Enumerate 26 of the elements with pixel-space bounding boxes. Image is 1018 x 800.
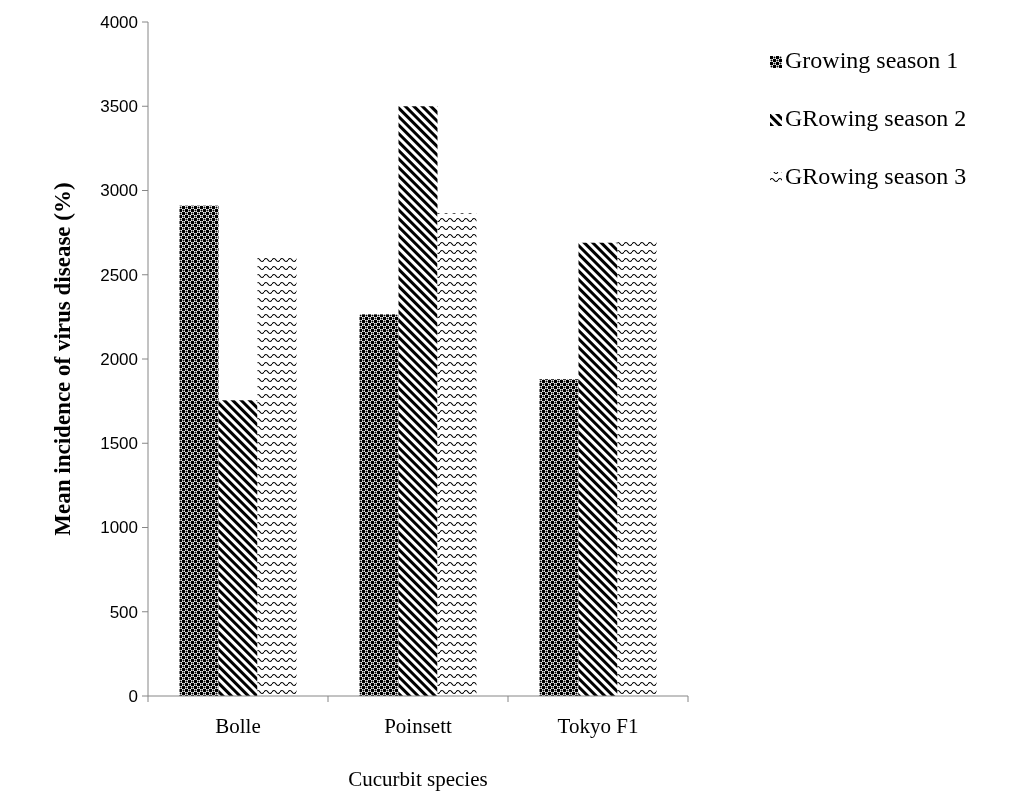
bar xyxy=(539,379,579,696)
bar xyxy=(617,239,657,696)
y-tick-label: 500 xyxy=(109,602,138,622)
bar xyxy=(179,205,219,696)
bar xyxy=(398,106,438,696)
legend-label: GRowing season 3 xyxy=(785,163,967,189)
y-tick-label: 1500 xyxy=(100,434,138,454)
y-tick-label: 1000 xyxy=(100,518,138,538)
y-tick-label: 2500 xyxy=(100,265,138,285)
bar xyxy=(257,256,297,696)
y-tick-label: 0 xyxy=(128,686,138,706)
x-axis-title: Cucurbit species xyxy=(348,767,488,791)
legend-label: GRowing season 2 xyxy=(785,105,967,131)
x-tick-label: Poinsett xyxy=(384,714,452,738)
x-tick-label: Bolle xyxy=(215,714,261,738)
y-tick-label: 3500 xyxy=(100,97,138,117)
y-tick-label: 2000 xyxy=(100,349,138,369)
bar xyxy=(437,213,477,696)
y-tick-label: 3000 xyxy=(100,181,138,201)
x-tick-label: Tokyo F1 xyxy=(557,714,639,738)
y-tick-label: 4000 xyxy=(100,12,138,32)
bar xyxy=(578,242,618,696)
bar xyxy=(218,400,258,696)
legend-label: Growing season 1 xyxy=(785,47,959,73)
y-axis-title: Mean incidence of virus disease (%) xyxy=(50,182,75,536)
bar xyxy=(359,314,399,696)
